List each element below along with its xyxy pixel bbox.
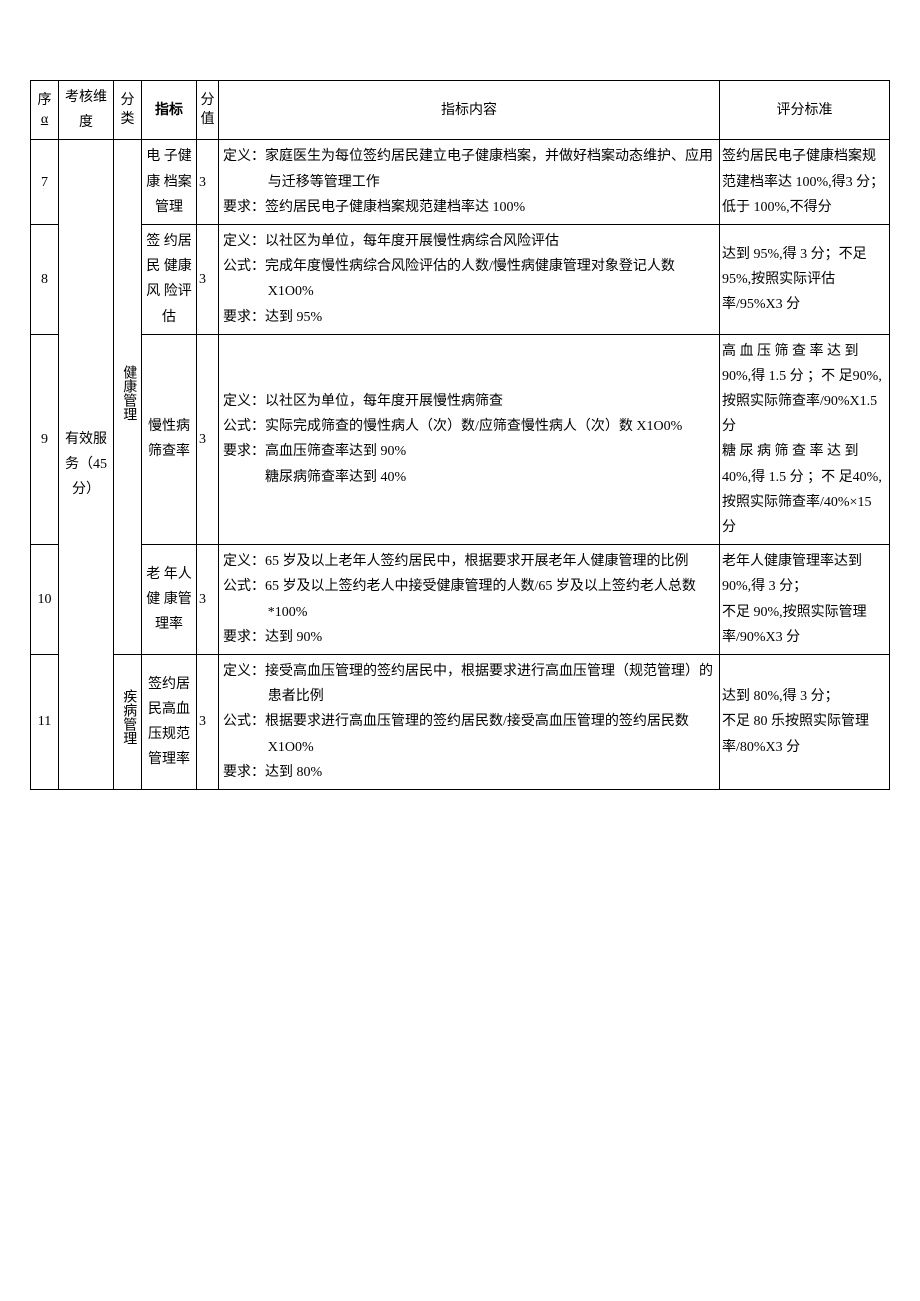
cell-indicator: 签约居民高血压规范管理率 bbox=[142, 654, 197, 789]
cell-content: 定义：以社区为单位，每年度开展慢性病综合风险评估 公式：完成年度慢性病综合风险评… bbox=[219, 224, 720, 334]
cell-seq: 10 bbox=[31, 545, 59, 655]
cell-indicator: 签 约居 民 健康 风 险评估 bbox=[142, 224, 197, 334]
header-cat-bottom: 类 bbox=[121, 112, 135, 127]
content-req2: 糖尿病筛查率达到 40% bbox=[223, 465, 717, 490]
header-category: 分 类 bbox=[114, 81, 142, 140]
cell-category-health: 健康管理 bbox=[114, 140, 142, 655]
header-indicator: 指标 bbox=[142, 81, 197, 140]
table-row: 9 慢性病筛查率 3 定义：以社区为单位，每年度开展慢性病筛查 公式：实际完成筛… bbox=[31, 334, 890, 545]
cell-standard: 达到 95%,得 3 分；不足95%,按照实际评估率/95%X3 分 bbox=[720, 224, 890, 334]
cell-content: 定义：以社区为单位，每年度开展慢性病筛查 公式：实际完成筛查的慢性病人（次）数/… bbox=[219, 334, 720, 545]
header-score-top: 分 bbox=[201, 93, 215, 108]
cell-standard: 老年人健康管理率达到90%,得 3 分； 不足 90%,按照实际管理率/90%X… bbox=[720, 545, 890, 655]
header-score-bottom: 值 bbox=[201, 112, 215, 127]
cell-standard: 高 血 压 筛 查 率 达 到90%,得 1.5 分 ；不 足90%,按照实际筛… bbox=[720, 334, 890, 545]
header-seq-bottom: α bbox=[41, 112, 48, 127]
table-row: 8 签 约居 民 健康 风 险评估 3 定义：以社区为单位，每年度开展慢性病综合… bbox=[31, 224, 890, 334]
content-formula: 公式：65 岁及以上签约老人中接受健康管理的人数/65 岁及以上签约老人总数*1… bbox=[223, 574, 717, 624]
cell-seq: 7 bbox=[31, 140, 59, 225]
assessment-table: 序 α 考核维度 分 类 指标 分 值 指标内容 评分标准 7 有效服务（45分… bbox=[30, 80, 890, 790]
content-req: 要求：达到 90% bbox=[223, 625, 717, 650]
content-def: 定义：接受高血压管理的签约居民中，根据要求进行高血压管理（规范管理）的患者比例 bbox=[223, 659, 717, 709]
cell-content: 定义：65 岁及以上老年人签约居民中，根据要求开展老年人健康管理的比例 公式：6… bbox=[219, 545, 720, 655]
cell-content: 定义：家庭医生为每位签约居民建立电子健康档案，并做好档案动态维护、应用与迁移等管… bbox=[219, 140, 720, 225]
cell-indicator: 慢性病筛查率 bbox=[142, 334, 197, 545]
cell-standard: 签约居民电子健康档案规范建档率达 100%,得3 分； 低于 100%,不得分 bbox=[720, 140, 890, 225]
cell-seq: 8 bbox=[31, 224, 59, 334]
header-score: 分 值 bbox=[197, 81, 219, 140]
content-def: 定义：以社区为单位，每年度开展慢性病筛查 bbox=[223, 389, 717, 414]
cell-seq: 11 bbox=[31, 654, 59, 789]
cell-standard: 达到 80%,得 3 分； 不足 80 乐按照实际管理率/80%X3 分 bbox=[720, 654, 890, 789]
table-row: 11 疾病管理 签约居民高血压规范管理率 3 定义：接受高血压管理的签约居民中，… bbox=[31, 654, 890, 789]
header-cat-top: 分 bbox=[121, 93, 135, 108]
header-content: 指标内容 bbox=[219, 81, 720, 140]
content-def: 定义：家庭医生为每位签约居民建立电子健康档案，并做好档案动态维护、应用与迁移等管… bbox=[223, 144, 717, 194]
content-req: 要求：签约居民电子健康档案规范建档率达 100% bbox=[223, 195, 717, 220]
cell-indicator: 电 子健 康 档案管理 bbox=[142, 140, 197, 225]
cell-score: 3 bbox=[197, 654, 219, 789]
header-standard: 评分标准 bbox=[720, 81, 890, 140]
table-row: 10 老 年人 健 康管理率 3 定义：65 岁及以上老年人签约居民中，根据要求… bbox=[31, 545, 890, 655]
cell-score: 3 bbox=[197, 224, 219, 334]
header-seq-top: 序 bbox=[38, 93, 52, 108]
content-req: 要求：达到 80% bbox=[223, 760, 717, 785]
header-seq: 序 α bbox=[31, 81, 59, 140]
content-def: 定义：以社区为单位，每年度开展慢性病综合风险评估 bbox=[223, 229, 717, 254]
cell-score: 3 bbox=[197, 334, 219, 545]
content-def: 定义：65 岁及以上老年人签约居民中，根据要求开展老年人健康管理的比例 bbox=[223, 549, 717, 574]
header-row: 序 α 考核维度 分 类 指标 分 值 指标内容 评分标准 bbox=[31, 81, 890, 140]
cell-indicator: 老 年人 健 康管理率 bbox=[142, 545, 197, 655]
cell-category-disease: 疾病管理 bbox=[114, 654, 142, 789]
cell-score: 3 bbox=[197, 545, 219, 655]
cell-content: 定义：接受高血压管理的签约居民中，根据要求进行高血压管理（规范管理）的患者比例 … bbox=[219, 654, 720, 789]
cell-dimension: 有效服务（45分） bbox=[59, 140, 114, 790]
content-formula: 公式：实际完成筛查的慢性病人（次）数/应筛查慢性病人（次）数 X1O0% bbox=[223, 414, 717, 439]
cell-seq: 9 bbox=[31, 334, 59, 545]
content-formula: 公式：完成年度慢性病综合风险评估的人数/慢性病健康管理对象登记人数 X1O0% bbox=[223, 254, 717, 304]
header-dimension: 考核维度 bbox=[59, 81, 114, 140]
content-formula: 公式：根据要求进行高血压管理的签约居民数/接受高血压管理的签约居民数 X1O0% bbox=[223, 709, 717, 759]
content-req: 要求：达到 95% bbox=[223, 305, 717, 330]
content-req: 要求：高血压筛查率达到 90% bbox=[223, 439, 717, 464]
cell-score: 3 bbox=[197, 140, 219, 225]
table-row: 7 有效服务（45分） 健康管理 电 子健 康 档案管理 3 定义：家庭医生为每… bbox=[31, 140, 890, 225]
